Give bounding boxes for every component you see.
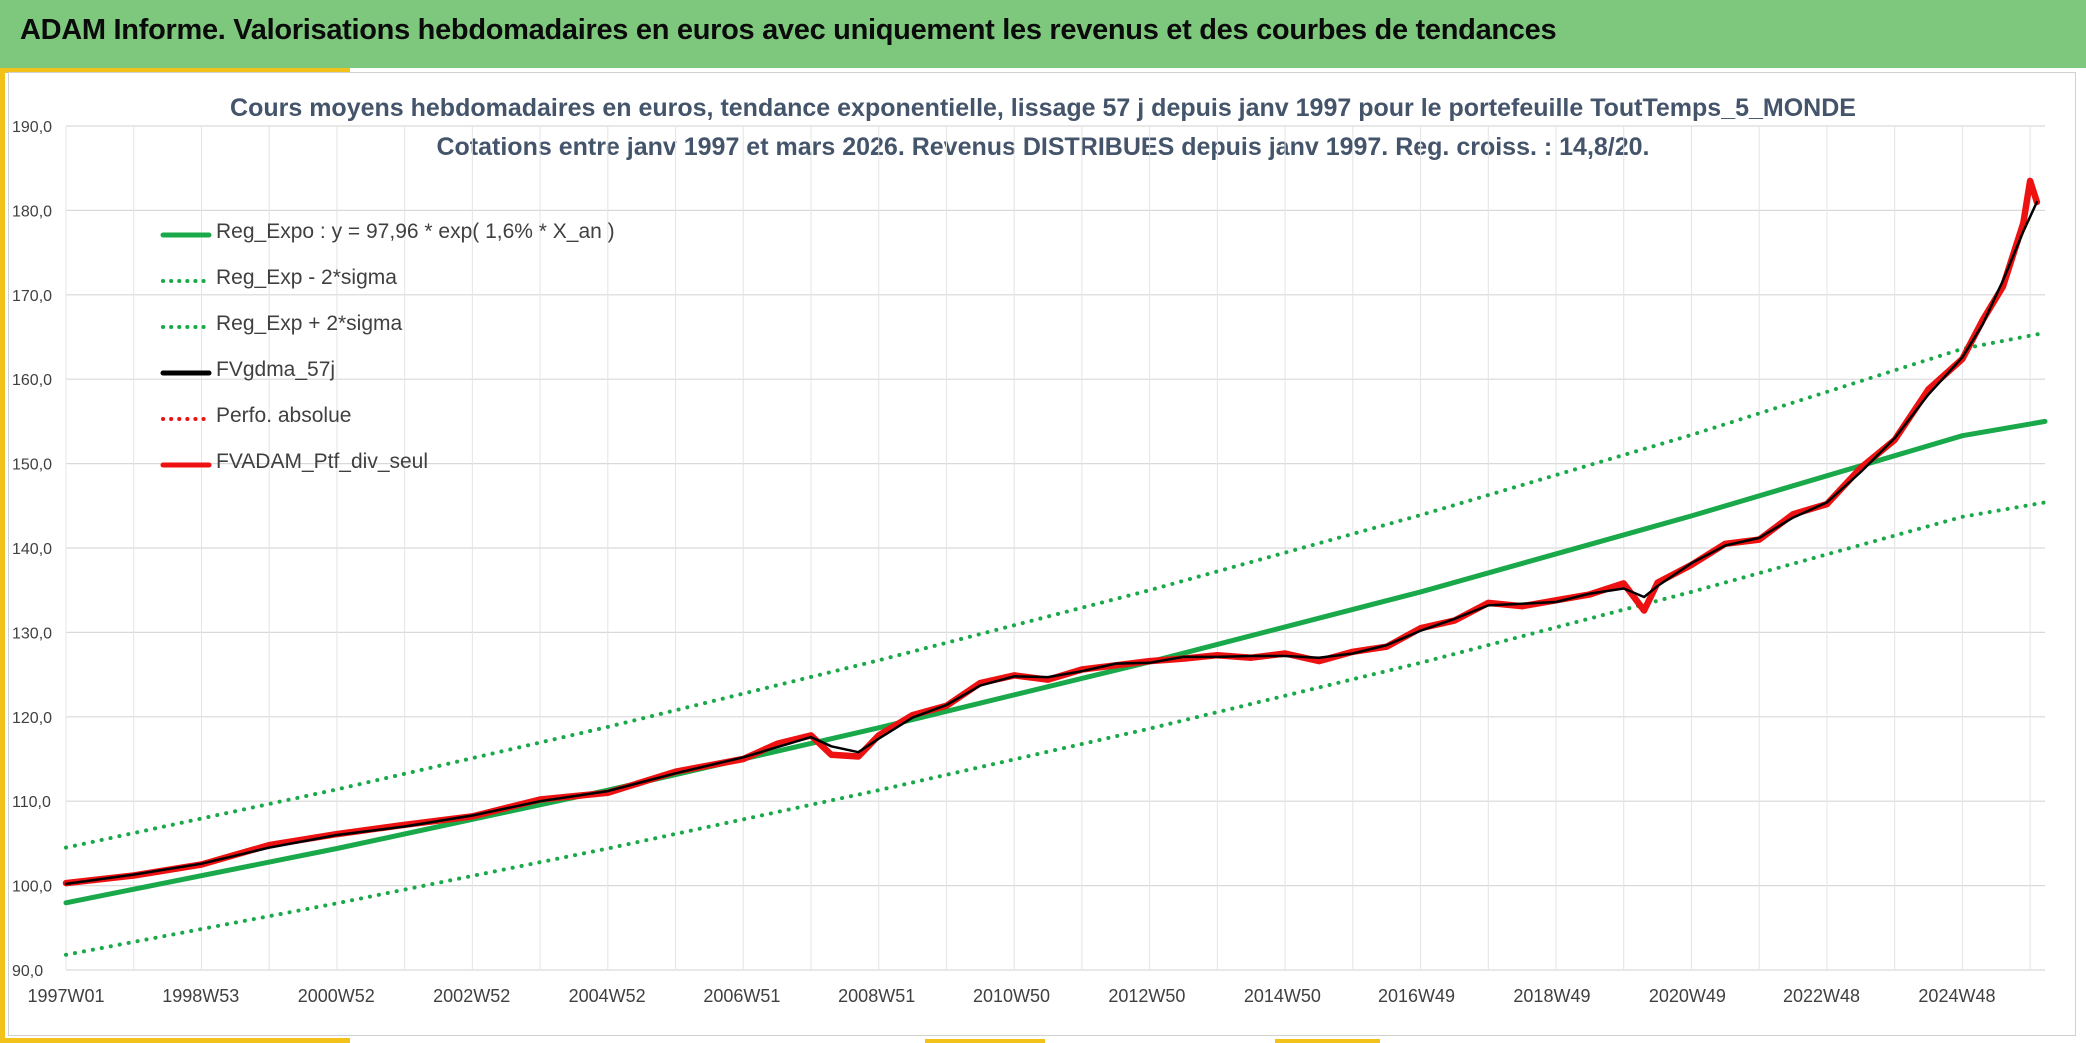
y-tick-label: 100,0: [12, 879, 52, 896]
accent-bar-left: [0, 68, 5, 1043]
x-tick-label: 2014W50: [1244, 986, 1321, 1006]
x-tick-label: 2024W48: [1918, 986, 1995, 1006]
y-tick-label: 120,0: [12, 710, 52, 727]
accent-bar-bottom-mid: [925, 1039, 1045, 1043]
chart-title-line-2: Cotations entre janv 1997 et mars 2026. …: [436, 133, 1650, 161]
x-tick-label: 2010W50: [973, 986, 1050, 1006]
legend-swatch: [160, 232, 212, 238]
series-line-3: [64, 200, 2039, 886]
legend-swatch: [161, 325, 211, 329]
x-tick-label: 2012W50: [1108, 986, 1185, 1006]
page-title: ADAM Informe. Valorisations hebdomadaire…: [20, 14, 1557, 46]
accent-bar-top-left: [0, 68, 350, 73]
accent-bar-bottom-left: [0, 1038, 350, 1043]
series-line-1: [64, 500, 2047, 957]
x-tick-label: 2018W49: [1513, 986, 1590, 1006]
y-tick-label: 130,0: [12, 625, 52, 642]
y-tick-label: 140,0: [12, 541, 52, 558]
x-tick-label: 2004W52: [569, 986, 646, 1006]
series-line-2: [64, 330, 2047, 850]
legend-swatch: [161, 417, 211, 421]
legend-label: FVgdma_57j: [216, 358, 336, 381]
header-banner: ADAM Informe. Valorisations hebdomadaire…: [0, 0, 2086, 68]
legend-label: Perfo. absolue: [216, 404, 352, 427]
legend-label: Reg_Exp + 2*sigma: [216, 312, 403, 335]
x-tick-label: 2016W49: [1378, 986, 1455, 1006]
accent-bar-bottom-right: [1275, 1039, 1380, 1043]
legend-swatch: [160, 462, 212, 468]
chart-title-line-1: Cours moyens hebdomadaires en euros, ten…: [230, 94, 1856, 122]
y-tick-label: 160,0: [12, 372, 52, 389]
y-tick-label: 110,0: [12, 794, 51, 811]
x-tick-label: 2020W49: [1649, 986, 1726, 1006]
x-tick-label: 1998W53: [162, 986, 239, 1006]
x-tick-label: 2002W52: [433, 986, 510, 1006]
y-tick-label: 90,0: [12, 963, 43, 980]
legend-swatch: [160, 370, 212, 376]
y-tick-label: 180,0: [12, 203, 52, 220]
legend-label: Reg_Expo : y = 97,96 * exp( 1,6% * X_an …: [216, 220, 615, 243]
x-tick-label: 2022W48: [1783, 986, 1860, 1006]
chart-frame: [8, 72, 2076, 1036]
y-tick-label: 150,0: [12, 457, 52, 474]
x-tick-label: 1997W01: [27, 986, 104, 1006]
legend-swatch: [161, 279, 211, 283]
legend-label: FVADAM_Ptf_div_seul: [216, 450, 429, 473]
x-tick-label: 2008W51: [838, 986, 915, 1006]
y-tick-label: 170,0: [12, 288, 52, 305]
legend-label: Reg_Exp - 2*sigma: [216, 266, 397, 289]
y-tick-label: 190,0: [12, 119, 52, 136]
x-tick-label: 2000W52: [298, 986, 375, 1006]
x-tick-label: 2006W51: [703, 986, 780, 1006]
